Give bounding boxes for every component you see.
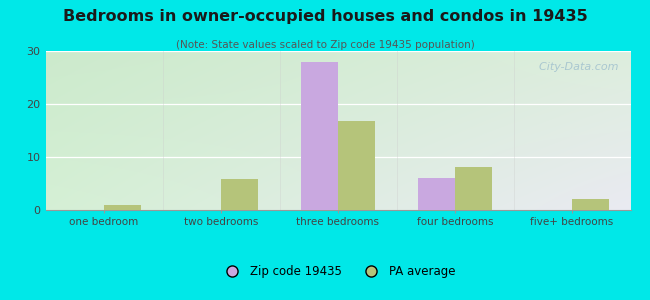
Legend: Zip code 19435, PA average: Zip code 19435, PA average bbox=[216, 261, 460, 283]
Bar bbox=[417, 178, 455, 210]
Bar bbox=[300, 61, 338, 210]
Bar bbox=[572, 200, 610, 210]
Bar bbox=[338, 121, 376, 210]
Text: (Note: State values scaled to Zip code 19435 population): (Note: State values scaled to Zip code 1… bbox=[176, 40, 474, 50]
Bar bbox=[104, 205, 142, 210]
Text: City-Data.com: City-Data.com bbox=[532, 62, 619, 72]
Bar bbox=[221, 179, 259, 210]
Bar bbox=[455, 167, 493, 210]
Text: Bedrooms in owner-occupied houses and condos in 19435: Bedrooms in owner-occupied houses and co… bbox=[62, 9, 588, 24]
